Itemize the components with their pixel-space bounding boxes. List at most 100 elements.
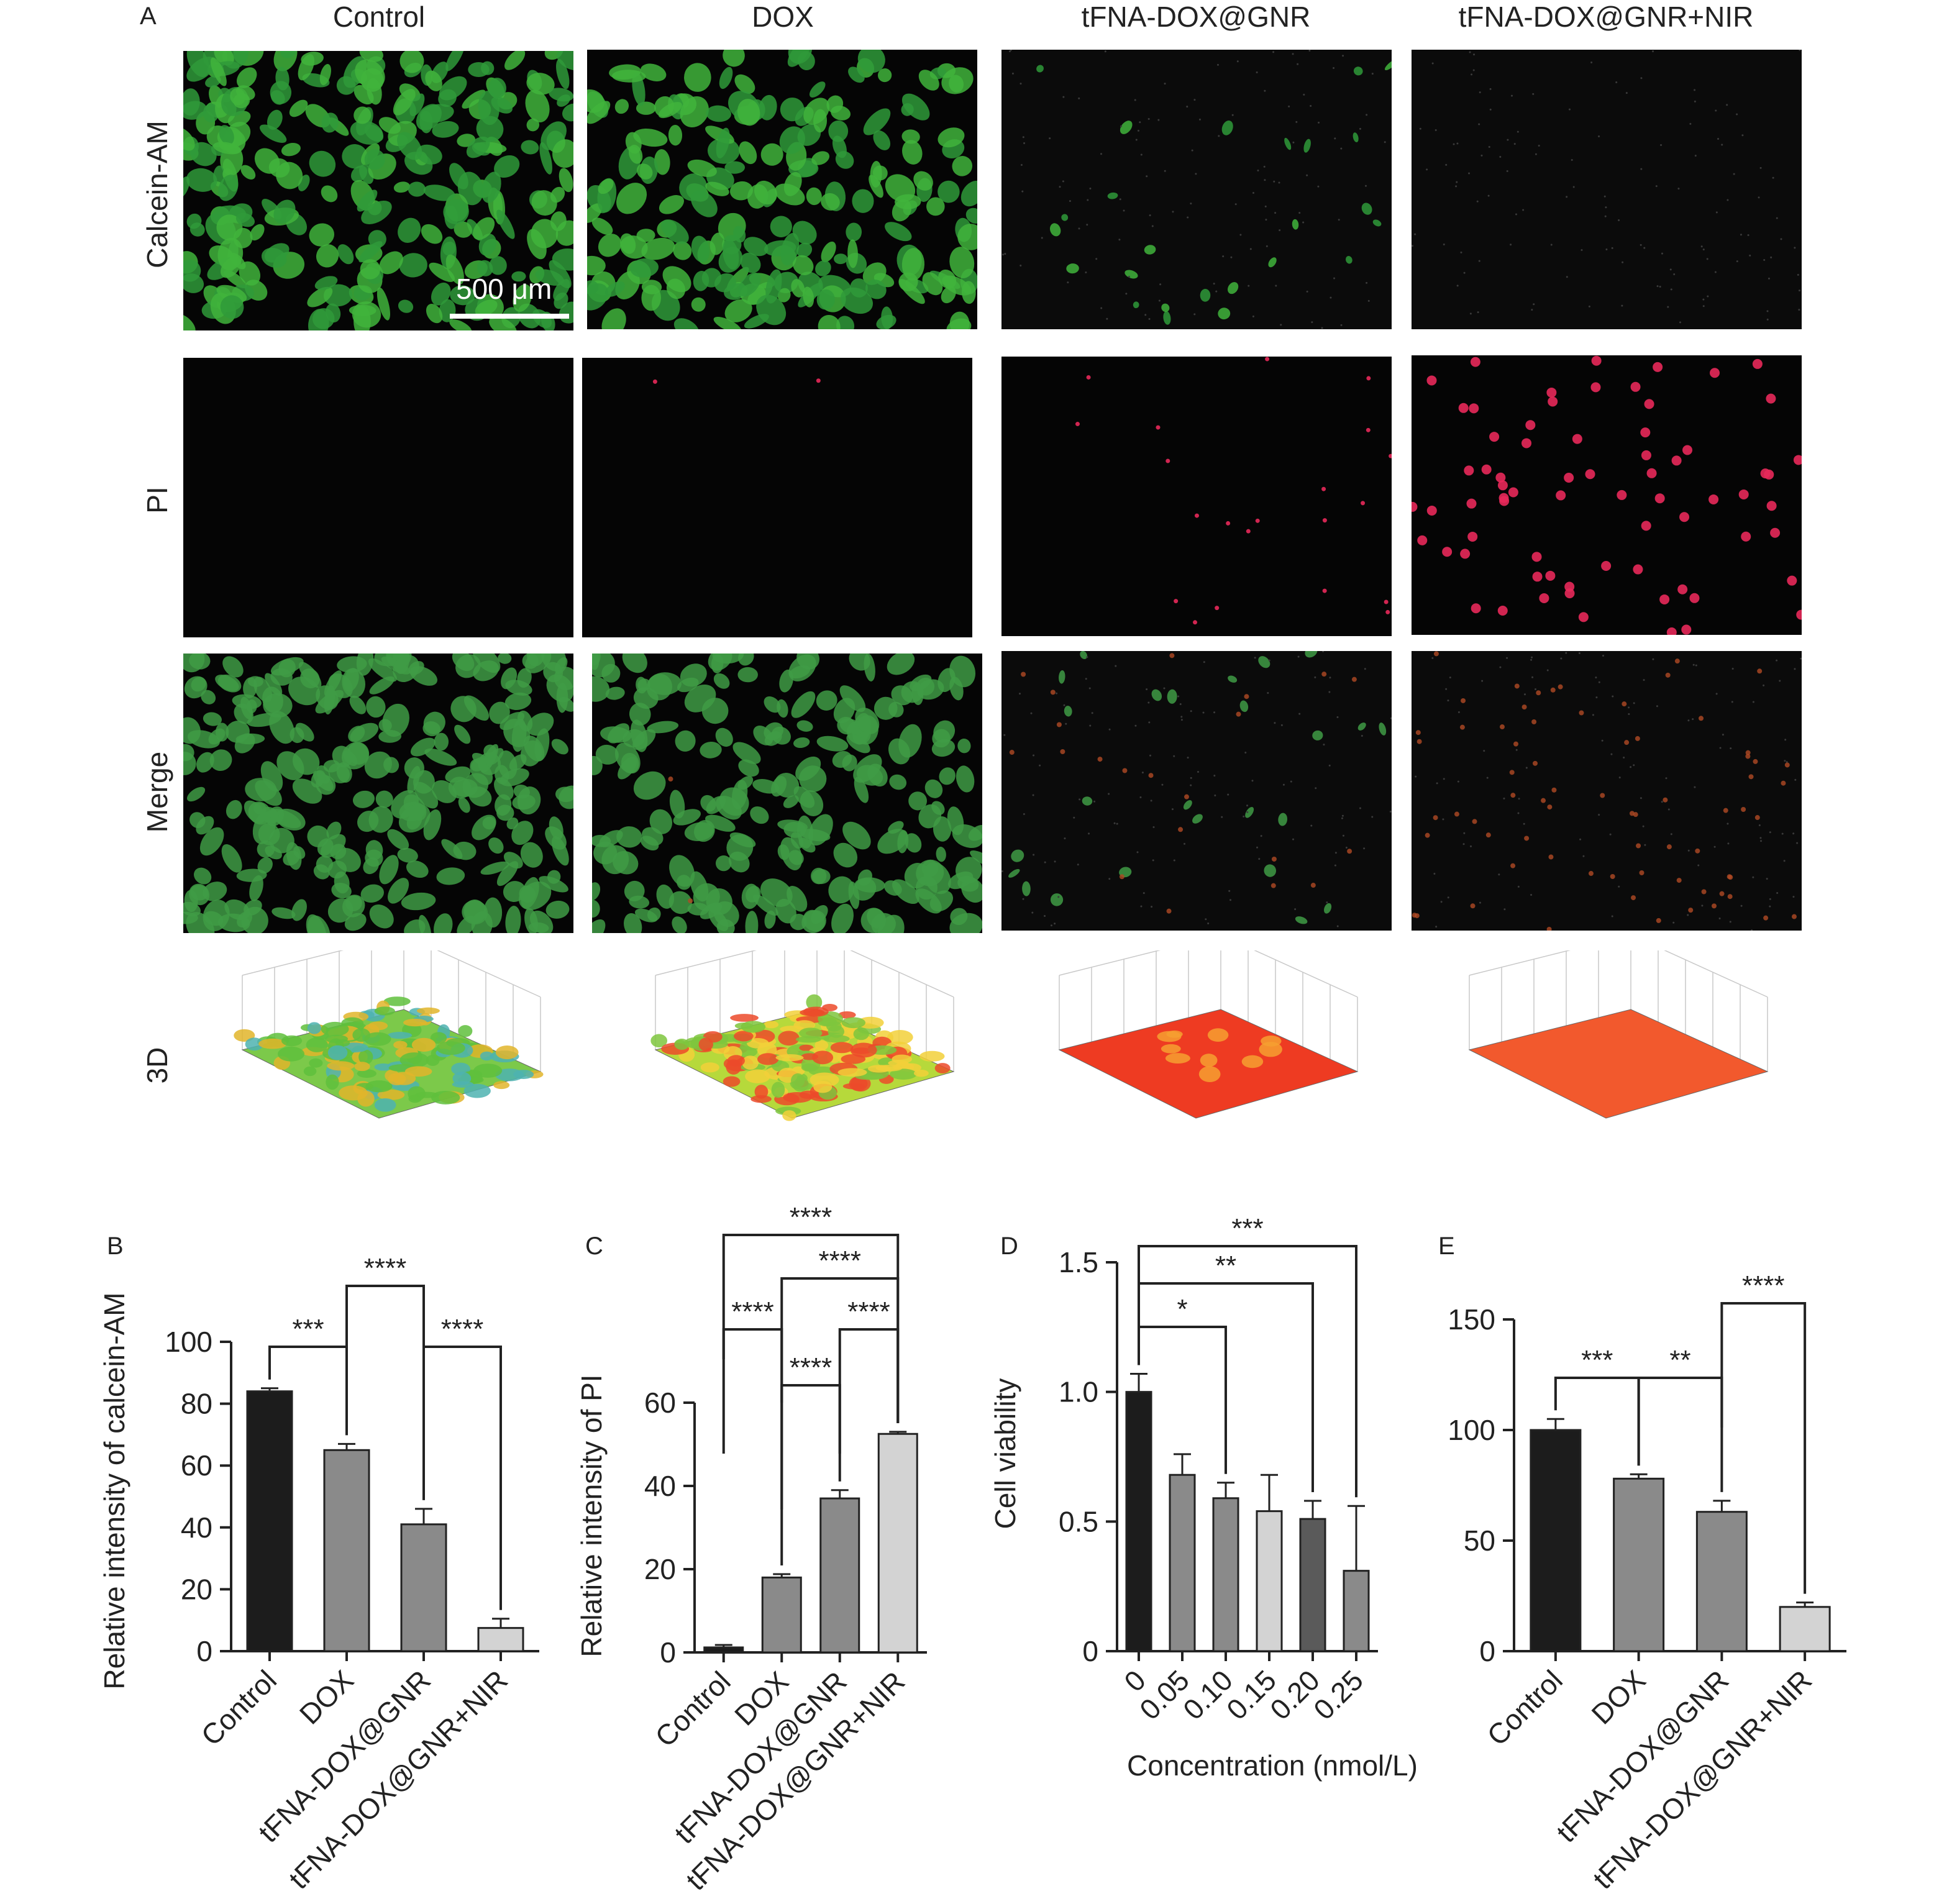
surface-peak xyxy=(793,1020,816,1030)
live-cell xyxy=(818,314,841,329)
dead-cell xyxy=(1572,434,1582,444)
live-cell xyxy=(706,888,732,915)
live-cell xyxy=(545,900,570,919)
background-speckle xyxy=(1628,713,1630,715)
background-speckle xyxy=(1670,288,1672,291)
live-cell xyxy=(833,842,858,868)
bar xyxy=(400,1523,447,1652)
background-speckle xyxy=(1630,766,1632,768)
dead-cell xyxy=(1075,422,1080,427)
live-cell xyxy=(672,916,687,933)
live-cell xyxy=(796,654,819,670)
background-speckle xyxy=(1469,51,1471,53)
background-speckle xyxy=(1044,915,1046,918)
live-cell xyxy=(828,120,849,142)
surface-peak xyxy=(754,1085,769,1099)
background-speckle xyxy=(1193,313,1196,316)
live-cell xyxy=(401,892,436,911)
dead-cell xyxy=(1666,627,1677,635)
dead-cell xyxy=(1654,493,1665,504)
live-cell xyxy=(399,51,424,73)
surface-peak xyxy=(799,1044,814,1051)
background-speckle xyxy=(1227,793,1229,796)
live-cell xyxy=(598,234,621,257)
background-speckle xyxy=(1605,248,1608,251)
live-cell xyxy=(1284,137,1292,150)
live-cell xyxy=(273,199,296,224)
background-speckle xyxy=(1228,890,1231,892)
dead-cell xyxy=(1536,690,1541,696)
live-cell xyxy=(595,744,619,765)
background-speckle xyxy=(1063,704,1065,706)
surface-peak xyxy=(650,1034,668,1048)
dead-cell xyxy=(1464,465,1474,476)
background-speckle xyxy=(1766,878,1768,880)
background-speckle xyxy=(1571,158,1573,161)
background-speckle xyxy=(1436,782,1438,785)
live-cell xyxy=(187,730,220,749)
live-cell xyxy=(922,272,943,296)
dead-cell xyxy=(1510,793,1516,798)
live-cell xyxy=(466,136,490,158)
live-cell xyxy=(846,222,862,242)
live-cell xyxy=(952,824,982,849)
background-speckle xyxy=(1001,870,1003,872)
background-speckle xyxy=(1317,185,1320,188)
background-speckle xyxy=(1252,192,1254,194)
live-cell xyxy=(419,104,454,123)
live-cell xyxy=(622,654,647,673)
background-speckle xyxy=(1190,710,1192,713)
background-speckle xyxy=(1001,253,1004,256)
background-speckle xyxy=(1714,271,1717,273)
background-speckle xyxy=(1104,50,1106,53)
background-speckle xyxy=(1303,93,1305,96)
bar xyxy=(1613,1477,1665,1652)
background-speckle xyxy=(1517,812,1520,814)
micrograph-merge-tfna-dox-gnr xyxy=(1001,651,1392,931)
dead-cell xyxy=(816,378,821,383)
live-cell xyxy=(957,224,977,250)
live-cell xyxy=(960,180,977,207)
background-speckle xyxy=(1334,137,1336,140)
background-speckle xyxy=(1115,665,1117,667)
background-speckle xyxy=(1263,165,1266,168)
dead-cell xyxy=(1541,798,1546,803)
dead-cell xyxy=(1711,903,1717,909)
background-speckle xyxy=(1294,908,1297,911)
live-cell xyxy=(489,256,507,275)
dead-cell xyxy=(1635,736,1640,741)
background-speckle xyxy=(1384,141,1386,143)
live-cell xyxy=(257,857,273,874)
dead-cell xyxy=(1060,749,1065,755)
live-cell xyxy=(705,814,736,832)
live-cell xyxy=(783,795,799,808)
live-cell xyxy=(336,76,356,95)
background-speckle xyxy=(1148,318,1151,321)
background-speckle xyxy=(1151,225,1154,227)
background-speckle xyxy=(1471,73,1473,76)
live-cell xyxy=(1379,722,1387,736)
live-cell xyxy=(342,895,365,918)
dead-cell xyxy=(1578,612,1589,622)
surface-peak xyxy=(358,1049,373,1065)
background-speckle xyxy=(1218,135,1220,137)
live-cell xyxy=(409,93,425,117)
live-cell xyxy=(190,885,209,901)
live-cell xyxy=(901,248,925,281)
dead-cell xyxy=(1679,512,1690,522)
live-cell xyxy=(393,655,419,683)
live-cell xyxy=(429,262,455,282)
surface-peak xyxy=(306,1037,329,1052)
live-cell xyxy=(895,194,921,209)
background-speckle xyxy=(1054,922,1056,925)
live-cell xyxy=(458,797,470,813)
surface-peak xyxy=(374,1098,396,1112)
background-speckle xyxy=(1139,121,1141,124)
live-cell xyxy=(661,219,689,244)
live-cell xyxy=(183,752,196,775)
live-cell xyxy=(1080,651,1088,660)
surface-peak xyxy=(430,1032,447,1044)
background-speckle xyxy=(1489,108,1492,111)
y-axis-label: Relative intensity of PI xyxy=(575,1374,608,1657)
live-cell xyxy=(496,209,515,239)
